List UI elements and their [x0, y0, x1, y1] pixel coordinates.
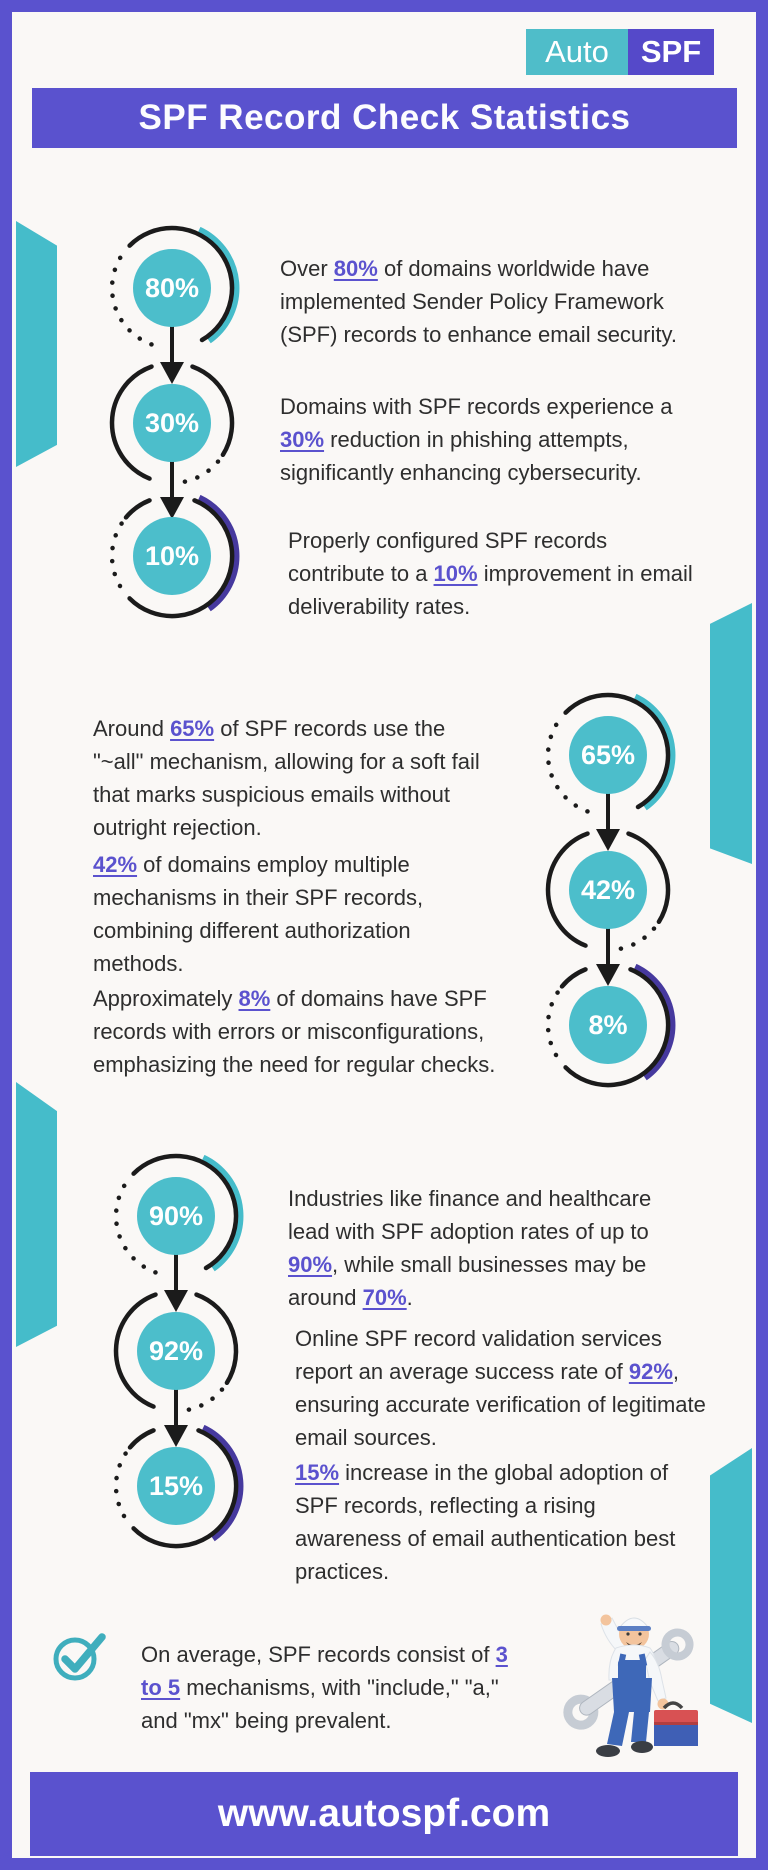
stat-text-8: Approximately 8% of domains have SPF rec… — [93, 982, 523, 1081]
stat-text-30: Domains with SPF records experience a 30… — [280, 390, 680, 489]
text-segment: , while small businesses may be around — [288, 1252, 647, 1310]
text-segment: Online SPF record validation services re… — [295, 1326, 662, 1384]
text-segment: of domains worldwide have implemented Se… — [280, 256, 677, 347]
text-segment: Domains with SPF records experience a — [280, 394, 673, 419]
stat-circle-30: 30% — [102, 353, 242, 493]
accent-band-right-1 — [710, 603, 752, 864]
stat-text-15: 15% increase in the global adoption of S… — [295, 1456, 685, 1588]
text-segment: Properly configured SPF records contribu… — [288, 528, 608, 586]
stat-bubble: 92% — [137, 1312, 215, 1390]
stat-link-3to5[interactable]: 3 to 5 — [141, 1642, 508, 1700]
accent-band-left-2 — [16, 1082, 57, 1347]
stat-bubble: 90% — [137, 1177, 215, 1255]
stat-link-65[interactable]: 65% — [170, 716, 215, 741]
stat-circle-42: 42% — [538, 820, 678, 960]
check-circle-icon — [53, 1633, 106, 1681]
stat-bubble: 8% — [569, 986, 647, 1064]
text-segment: improvement in email deliverability rate… — [288, 561, 693, 619]
stat-value: 30% — [144, 407, 200, 438]
stat-link-15[interactable]: 15% — [295, 1460, 340, 1485]
stat-bubble: 30% — [133, 384, 211, 462]
accent-band-right-2 — [710, 1448, 752, 1723]
stat-text-90: Industries like finance and healthcare l… — [288, 1182, 658, 1314]
stat-link-8[interactable]: 8% — [238, 986, 271, 1011]
stat-link-90[interactable]: 90% — [288, 1252, 333, 1277]
text-segment: Industries like finance and healthcare l… — [288, 1186, 652, 1244]
page-title: SPF Record Check Statistics — [138, 98, 631, 137]
footer-url[interactable]: www.autospf.com — [217, 1792, 551, 1835]
stat-circle-15: 15% — [106, 1416, 246, 1556]
logo-spf-segment: SPF — [628, 29, 714, 75]
stat-value: 10% — [144, 540, 200, 571]
stat-value: 8% — [588, 1009, 628, 1040]
autospf-logo: Auto SPF — [526, 29, 714, 75]
title-banner: SPF Record Check Statistics — [32, 88, 737, 148]
text-segment: of SPF records use the "~all" mechanism,… — [93, 716, 480, 840]
stat-value: 80% — [144, 272, 200, 303]
stat-text-10: Properly configured SPF records contribu… — [288, 524, 708, 623]
stat-text-80: Over 80% of domains worldwide have imple… — [280, 252, 700, 351]
text-segment: Approximately — [93, 986, 239, 1011]
stat-link-70[interactable]: 70% — [362, 1285, 407, 1310]
stat-bubble: 65% — [569, 716, 647, 794]
stat-bubble: 42% — [569, 851, 647, 929]
text-segment: . — [406, 1285, 413, 1310]
stat-text-92: Online SPF record validation services re… — [295, 1322, 710, 1454]
bottom-fact-text: On average, SPF records consist of 3 to … — [141, 1638, 521, 1737]
text-segment: reduction in phishing attempts, signific… — [280, 427, 642, 485]
stat-value: 92% — [148, 1335, 204, 1366]
stat-circle-10: 10% — [102, 486, 242, 626]
stat-link-30[interactable]: 30% — [280, 427, 325, 452]
text-segment: increase in the global adoption of SPF r… — [295, 1460, 676, 1584]
text-segment: Over — [280, 256, 334, 281]
stat-text-65: Around 65% of SPF records use the "~all"… — [93, 712, 493, 844]
text-segment: , ensuring accurate verification of legi… — [295, 1359, 706, 1450]
accent-band-left-1 — [16, 221, 57, 467]
stat-bubble: 15% — [137, 1447, 215, 1525]
stat-bubble: 10% — [133, 517, 211, 595]
footer-banner: www.autospf.com — [30, 1772, 738, 1856]
stat-circle-90: 90% — [106, 1146, 246, 1286]
stat-link-42[interactable]: 42% — [93, 852, 138, 877]
text-segment: of domains have SPF records with errors … — [93, 986, 496, 1077]
mechanic-illustration — [563, 1614, 698, 1757]
stat-link-92[interactable]: 92% — [628, 1359, 673, 1384]
stat-circle-8: 8% — [538, 955, 678, 1095]
text-segment: of domains employ multiple mechanisms in… — [93, 852, 424, 976]
stat-value: 65% — [580, 739, 636, 770]
text-segment: mechanisms, with "include," "a," and "mx… — [141, 1675, 499, 1733]
stat-bubble: 80% — [133, 249, 211, 327]
stat-value: 42% — [580, 874, 636, 905]
stat-value: 90% — [148, 1200, 204, 1231]
stat-circle-65: 65% — [538, 685, 678, 825]
stat-link-80[interactable]: 80% — [333, 256, 378, 281]
stat-text-42: 42% of domains employ multiple mechanism… — [93, 848, 453, 980]
logo-auto-segment: Auto — [526, 29, 628, 75]
text-segment: On average, SPF records consist of — [141, 1642, 496, 1667]
stat-link-10[interactable]: 10% — [433, 561, 478, 586]
stat-value: 15% — [148, 1470, 204, 1501]
stat-circle-80: 80% — [102, 218, 242, 358]
text-segment: Around — [93, 716, 171, 741]
stat-circle-92: 92% — [106, 1281, 246, 1421]
